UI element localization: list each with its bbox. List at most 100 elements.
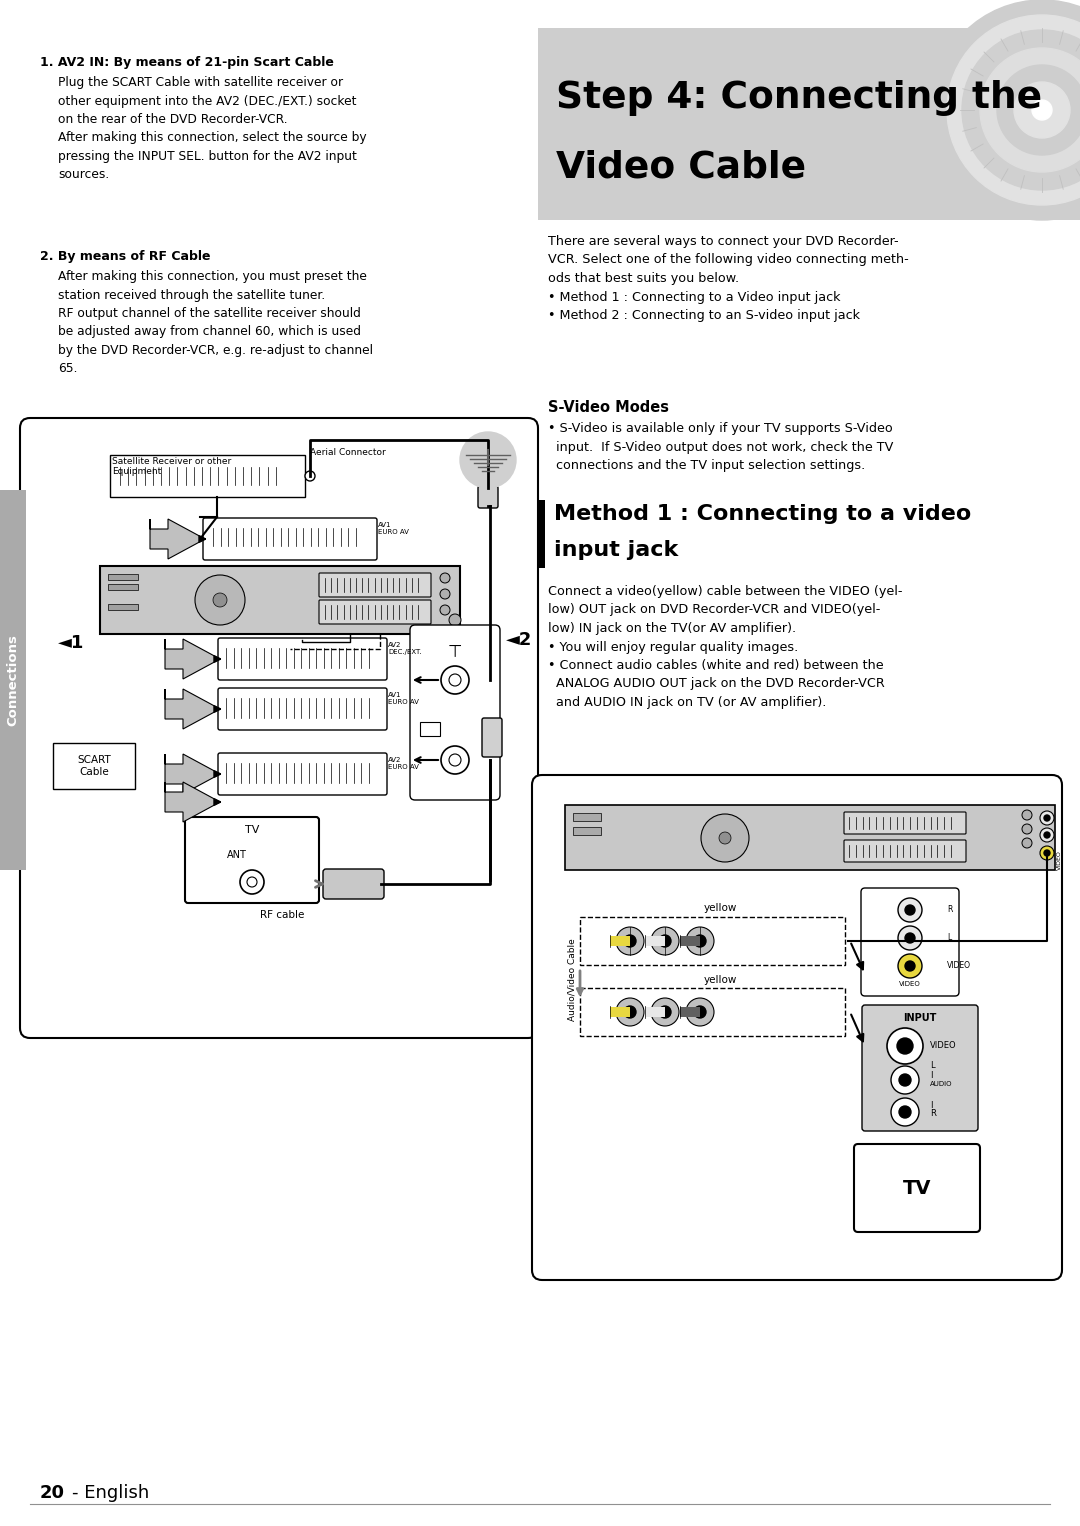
FancyBboxPatch shape (565, 806, 1055, 870)
Text: L: L (930, 1061, 934, 1070)
Circle shape (899, 1074, 912, 1087)
FancyBboxPatch shape (573, 827, 600, 835)
Circle shape (932, 0, 1080, 220)
Circle shape (440, 589, 450, 600)
Circle shape (899, 1106, 912, 1119)
FancyBboxPatch shape (580, 917, 845, 964)
Circle shape (891, 1067, 919, 1094)
Circle shape (1040, 829, 1054, 842)
Circle shape (195, 575, 245, 626)
Circle shape (460, 432, 516, 488)
Text: I: I (930, 1100, 932, 1109)
Circle shape (891, 1099, 919, 1126)
Circle shape (962, 31, 1080, 191)
Text: 2. By means of RF Cable: 2. By means of RF Cable (40, 250, 211, 262)
Text: SCART
Cable: SCART Cable (77, 755, 111, 777)
Text: AV1
EURO AV: AV1 EURO AV (388, 691, 419, 705)
Text: ◄2: ◄2 (507, 630, 532, 649)
Text: 20: 20 (40, 1483, 65, 1502)
Circle shape (1022, 824, 1032, 835)
Text: 1. AV2 IN: By means of 21-pin Scart Cable: 1. AV2 IN: By means of 21-pin Scart Cabl… (40, 56, 334, 69)
Circle shape (659, 1006, 671, 1018)
Text: Aerial Connector: Aerial Connector (310, 449, 386, 456)
FancyBboxPatch shape (319, 600, 431, 624)
FancyBboxPatch shape (573, 813, 600, 821)
Text: VIDEO: VIDEO (900, 981, 921, 987)
Circle shape (247, 877, 257, 887)
Text: R: R (947, 905, 953, 914)
Text: VIDEO: VIDEO (1057, 850, 1062, 870)
Circle shape (887, 1029, 923, 1064)
Circle shape (947, 15, 1080, 204)
FancyBboxPatch shape (580, 987, 845, 1036)
Text: Video Cable: Video Cable (556, 150, 806, 186)
Circle shape (694, 1006, 706, 1018)
FancyBboxPatch shape (861, 888, 959, 996)
Circle shape (1022, 810, 1032, 819)
Circle shape (897, 954, 922, 978)
FancyBboxPatch shape (100, 566, 460, 633)
Circle shape (441, 665, 469, 694)
Circle shape (686, 926, 714, 955)
Circle shape (440, 572, 450, 583)
Circle shape (694, 935, 706, 948)
Circle shape (905, 961, 915, 971)
Circle shape (1044, 850, 1050, 856)
FancyBboxPatch shape (645, 1007, 665, 1016)
Circle shape (213, 594, 227, 607)
Circle shape (905, 932, 915, 943)
Circle shape (449, 613, 461, 626)
FancyBboxPatch shape (218, 688, 387, 729)
FancyBboxPatch shape (410, 626, 500, 800)
Text: Plug the SCART Cable with satellite receiver or
other equipment into the AV2 (DE: Plug the SCART Cable with satellite rece… (58, 76, 366, 182)
Circle shape (659, 935, 671, 948)
Text: TV: TV (903, 1178, 931, 1198)
Text: AV1
EURO AV: AV1 EURO AV (378, 522, 409, 536)
Text: AUDIO: AUDIO (930, 1080, 953, 1087)
Text: Method 1 : Connecting to a video: Method 1 : Connecting to a video (554, 504, 971, 523)
Circle shape (897, 1038, 913, 1054)
FancyBboxPatch shape (53, 743, 135, 789)
Text: INPUT: INPUT (903, 1013, 936, 1022)
Text: After making this connection, you must preset the
station received through the s: After making this connection, you must p… (58, 270, 373, 375)
Text: - English: - English (72, 1483, 149, 1502)
Circle shape (449, 674, 461, 687)
Circle shape (1014, 82, 1070, 137)
FancyBboxPatch shape (218, 638, 387, 681)
Text: • S-Video is available only if your TV supports S-Video
  input.  If S-Video out: • S-Video is available only if your TV s… (548, 423, 893, 472)
Text: R: R (930, 1109, 936, 1119)
Circle shape (719, 832, 731, 844)
FancyBboxPatch shape (108, 584, 138, 591)
Text: TV: TV (245, 826, 259, 835)
FancyBboxPatch shape (610, 935, 630, 946)
Text: Satellite Receiver or other
Equipment: Satellite Receiver or other Equipment (112, 456, 231, 476)
FancyBboxPatch shape (21, 418, 538, 1038)
FancyBboxPatch shape (0, 490, 26, 870)
FancyBboxPatch shape (420, 722, 440, 736)
Text: ANT: ANT (227, 850, 247, 861)
Circle shape (624, 935, 636, 948)
Text: input jack: input jack (554, 540, 678, 560)
FancyBboxPatch shape (203, 517, 377, 560)
Text: Step 4: Connecting the: Step 4: Connecting the (556, 79, 1042, 116)
FancyBboxPatch shape (110, 455, 305, 497)
Polygon shape (165, 639, 220, 679)
Circle shape (686, 998, 714, 1025)
Circle shape (980, 47, 1080, 172)
Text: L: L (947, 934, 951, 943)
Circle shape (616, 998, 644, 1025)
FancyBboxPatch shape (538, 27, 1080, 220)
Text: Connect a video(yellow) cable between the VIDEO (yel-
low) OUT jack on DVD Recor: Connect a video(yellow) cable between th… (548, 584, 903, 710)
FancyBboxPatch shape (108, 604, 138, 610)
FancyBboxPatch shape (843, 812, 966, 835)
FancyBboxPatch shape (862, 1006, 978, 1131)
Text: yellow: yellow (703, 975, 737, 984)
Polygon shape (165, 754, 220, 794)
Text: VIDEO: VIDEO (930, 1042, 957, 1050)
Circle shape (1044, 832, 1050, 838)
FancyBboxPatch shape (319, 572, 431, 597)
Circle shape (897, 926, 922, 951)
Circle shape (905, 905, 915, 916)
FancyBboxPatch shape (218, 752, 387, 795)
Circle shape (701, 813, 750, 862)
